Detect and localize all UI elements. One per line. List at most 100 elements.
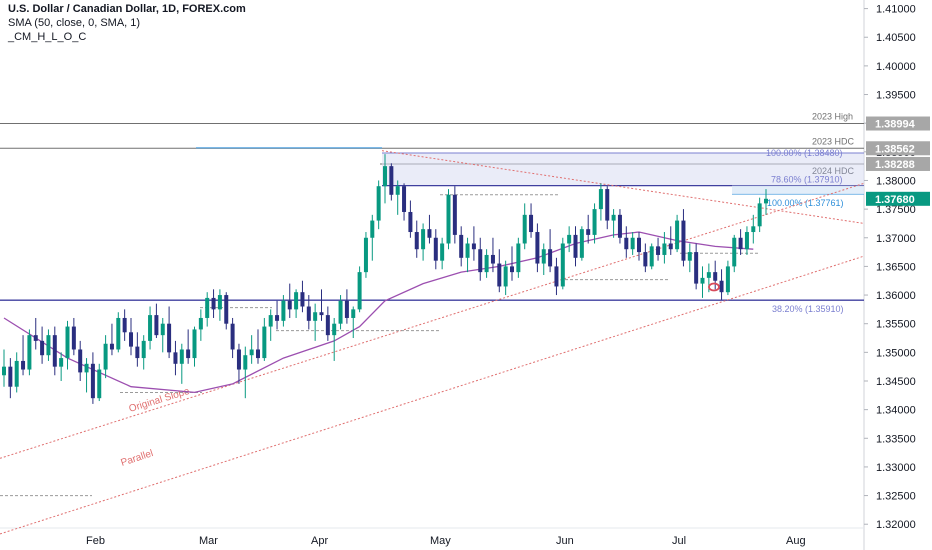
x-tick-label: Feb bbox=[86, 535, 105, 547]
y-tick-label: 1.32500 bbox=[876, 491, 916, 503]
candle-body bbox=[59, 358, 64, 367]
y-tick-label: 1.38000 bbox=[876, 175, 916, 187]
candle-body bbox=[421, 229, 426, 250]
y-tick-label: 1.36000 bbox=[876, 290, 916, 302]
y-tick-label: 1.34000 bbox=[876, 405, 916, 417]
candle-body bbox=[205, 297, 210, 318]
y-tick-label: 1.36500 bbox=[876, 261, 916, 273]
candle-body bbox=[294, 292, 299, 310]
parallel-line bbox=[0, 255, 865, 535]
price-tag bbox=[866, 116, 930, 131]
candle-body bbox=[662, 243, 667, 255]
candle-body bbox=[687, 252, 692, 261]
candle-body bbox=[192, 329, 197, 359]
candle-body bbox=[402, 186, 407, 212]
y-tick-label: 1.40000 bbox=[876, 61, 916, 73]
candle-body bbox=[465, 243, 470, 258]
candle-body bbox=[548, 249, 553, 267]
candle-body bbox=[224, 295, 229, 324]
candle-body bbox=[592, 209, 597, 235]
candle-body bbox=[395, 186, 400, 195]
candle-body bbox=[148, 315, 153, 341]
candle-body bbox=[2, 366, 6, 376]
candle-body bbox=[764, 198, 768, 204]
label-original-slope: Original Slope bbox=[128, 386, 192, 415]
swing-low-marker bbox=[708, 282, 720, 292]
candle-body bbox=[560, 243, 565, 287]
candle-body bbox=[281, 300, 286, 321]
candle-body bbox=[325, 315, 330, 336]
candle-body bbox=[414, 232, 419, 250]
candle-body bbox=[351, 309, 356, 318]
y-tick-label: 1.37000 bbox=[876, 233, 916, 245]
candle-body bbox=[46, 335, 51, 356]
candle-body bbox=[306, 306, 311, 321]
candle-body bbox=[8, 366, 13, 387]
candle-body bbox=[605, 189, 610, 221]
label-parallel: Parallel bbox=[120, 448, 155, 469]
candle-body bbox=[573, 234, 578, 258]
x-tick-label: Aug bbox=[786, 535, 806, 547]
candle-body bbox=[541, 249, 546, 264]
candle-body bbox=[675, 220, 680, 250]
candle-body bbox=[383, 166, 387, 187]
y-tick-label: 1.32000 bbox=[876, 519, 916, 531]
candle-body bbox=[65, 326, 70, 359]
candle-body bbox=[713, 272, 718, 281]
candle-body bbox=[459, 234, 464, 258]
candle-body bbox=[179, 349, 184, 364]
candle-body bbox=[637, 237, 641, 253]
candle-body bbox=[484, 254, 489, 273]
candle-body bbox=[510, 266, 514, 273]
candle-body bbox=[27, 335, 32, 370]
cm-indicator-label[interactable]: _CM_H_L_O_C bbox=[8, 31, 87, 43]
candle-body bbox=[757, 203, 762, 227]
candle-body bbox=[14, 360, 19, 387]
y-tick-label: 1.41000 bbox=[876, 4, 916, 16]
candle-body bbox=[471, 243, 476, 250]
candle-body bbox=[319, 312, 324, 316]
y-tick-label: 1.37500 bbox=[876, 204, 916, 216]
fib-label-ext: 100.00% (1.37761) bbox=[767, 198, 844, 208]
candle-body bbox=[725, 266, 730, 293]
fib-label-786: 78.60% (1.37910) bbox=[771, 175, 843, 185]
candle-body bbox=[751, 226, 756, 233]
candle-body bbox=[446, 194, 451, 244]
candle-body bbox=[109, 343, 114, 350]
y-tick-label: 1.40500 bbox=[876, 32, 916, 44]
candle-body bbox=[554, 266, 559, 287]
candle-body bbox=[719, 280, 724, 293]
candle-body bbox=[84, 363, 89, 373]
candle-body bbox=[376, 186, 381, 221]
y-tick-label: 1.35000 bbox=[876, 347, 916, 359]
candle-body bbox=[452, 194, 457, 235]
candle-body bbox=[230, 323, 235, 350]
candle-body bbox=[649, 246, 654, 267]
x-tick-label: Jun bbox=[556, 535, 574, 547]
candle-body bbox=[116, 317, 121, 350]
candle-body bbox=[617, 214, 622, 238]
candle-body bbox=[529, 214, 534, 233]
original-slope-line bbox=[0, 182, 865, 459]
level-label-2023-high: 2023 High bbox=[812, 112, 853, 122]
x-tick-label: Mar bbox=[199, 535, 218, 547]
candle-body bbox=[97, 369, 102, 399]
candle-body bbox=[344, 300, 349, 318]
sma-indicator-label[interactable]: SMA (50, close, 0, SMA, 1) bbox=[8, 17, 141, 29]
candle-body bbox=[516, 243, 521, 273]
candle-body bbox=[706, 272, 711, 278]
candle-body bbox=[160, 323, 165, 336]
price-tag-label: 1.38562 bbox=[875, 143, 915, 155]
candle-body bbox=[567, 234, 572, 244]
candle-body bbox=[268, 315, 273, 327]
candle-body bbox=[21, 360, 26, 370]
candle-body bbox=[586, 229, 591, 235]
candle-body bbox=[122, 317, 127, 333]
fib-label-382: 38.20% (1.35910) bbox=[772, 304, 844, 314]
candle-body bbox=[700, 277, 705, 284]
candle-body bbox=[52, 335, 57, 367]
descending-trend-line bbox=[381, 150, 865, 224]
candle-body bbox=[71, 326, 76, 350]
candle-body bbox=[668, 243, 673, 250]
